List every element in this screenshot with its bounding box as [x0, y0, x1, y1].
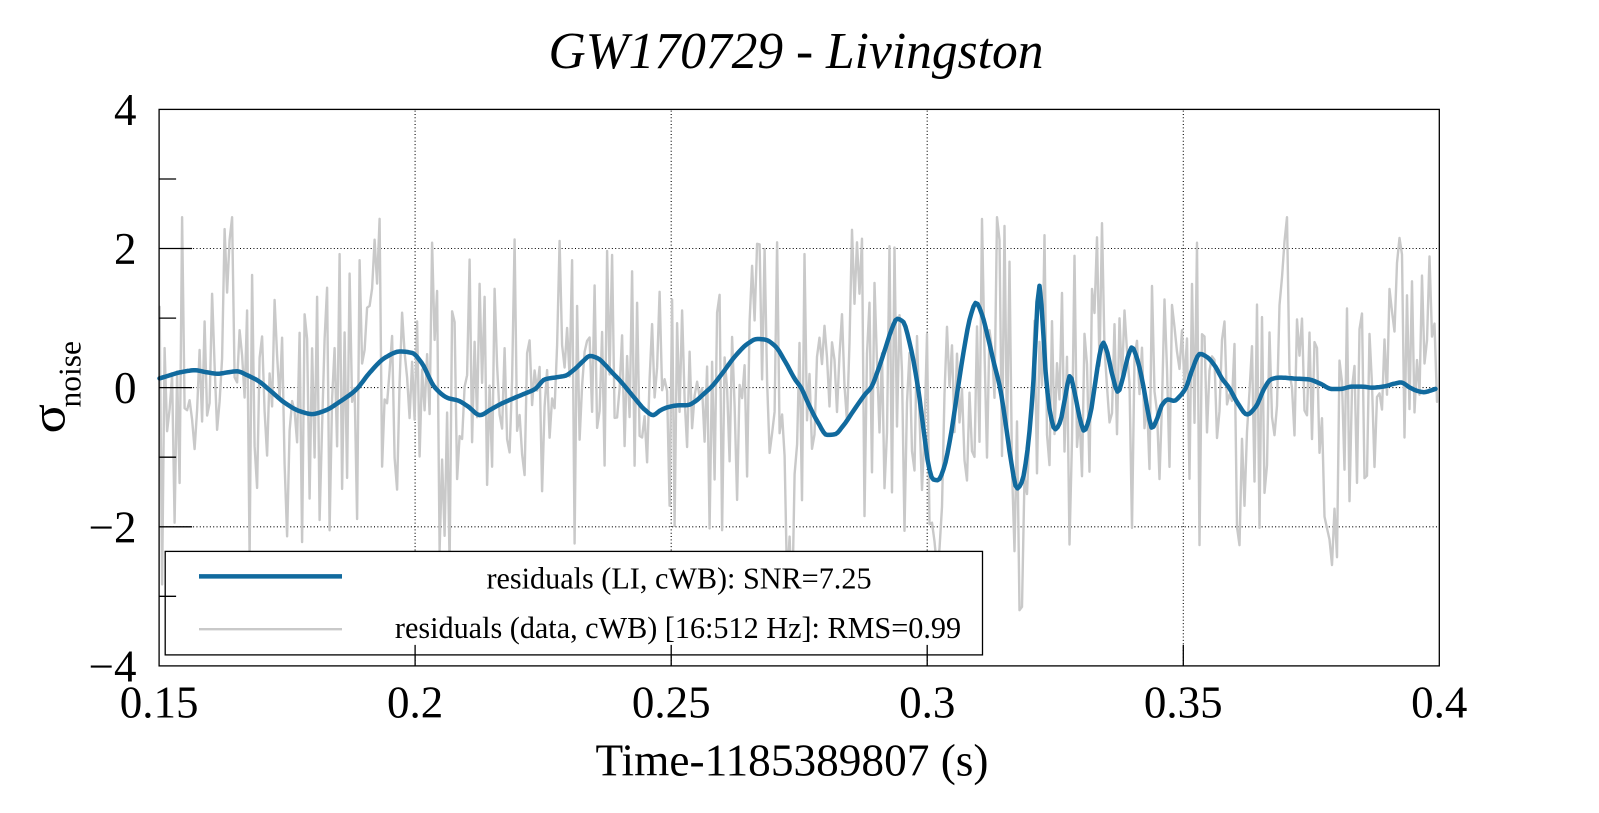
svg-text:0.35: 0.35	[1144, 678, 1223, 728]
svg-text:residuals (LI, cWB): SNR=7.25: residuals (LI, cWB): SNR=7.25	[486, 562, 871, 596]
svg-text:−2: −2	[89, 502, 137, 552]
svg-text:0.4: 0.4	[1411, 678, 1467, 728]
svg-text:residuals (data, cWB) [16:512: residuals (data, cWB) [16:512 Hz]: RMS=0…	[395, 611, 961, 645]
svg-text:0.25: 0.25	[632, 678, 711, 728]
svg-text:−4: −4	[89, 641, 137, 691]
svg-text:0.2: 0.2	[387, 678, 443, 728]
svg-text:0.15: 0.15	[120, 678, 199, 728]
svg-text:noise: noise	[53, 341, 88, 408]
svg-text:GW170729 - Livingston: GW170729 - Livingston	[549, 23, 1044, 80]
svg-text:0.3: 0.3	[899, 678, 955, 728]
svg-text:σ: σ	[21, 404, 76, 434]
svg-text:0: 0	[114, 363, 137, 413]
svg-text:2: 2	[114, 224, 137, 274]
svg-text:4: 4	[114, 85, 137, 135]
svg-text:Time-1185389807 (s): Time-1185389807 (s)	[595, 735, 988, 785]
